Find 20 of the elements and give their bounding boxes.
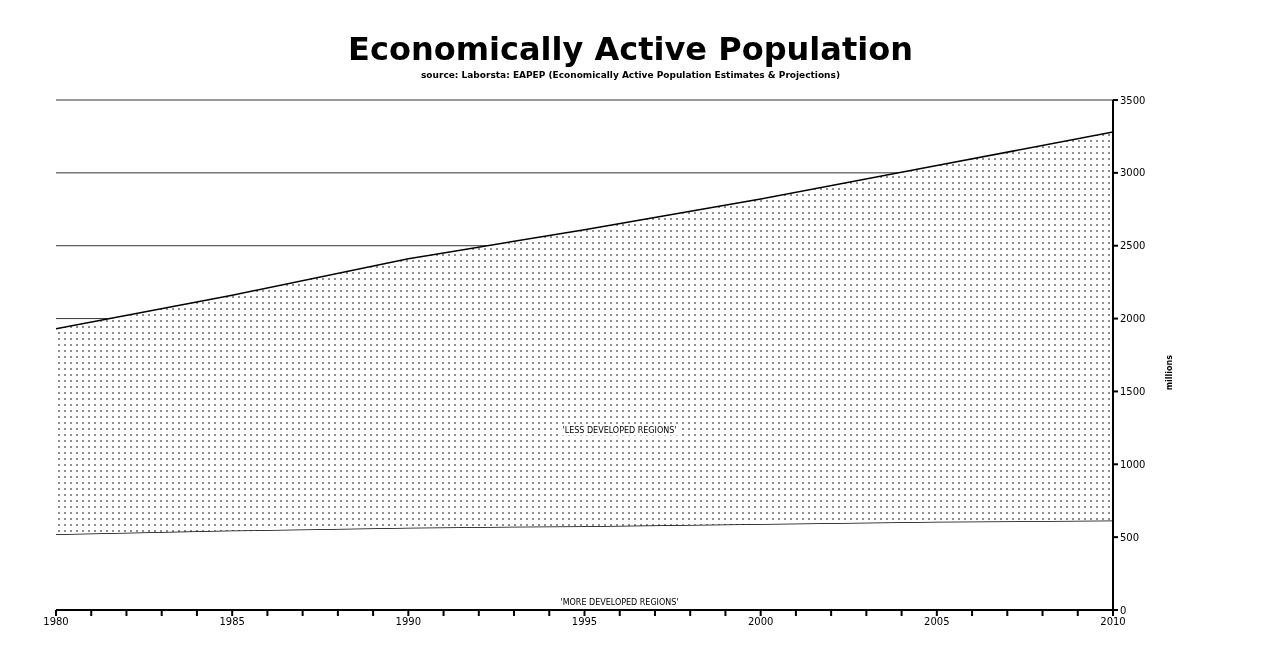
y-tick-label: 1000 (1120, 458, 1146, 470)
y-tick-label: 2000 (1120, 313, 1146, 325)
chart-title: Economically Active Population (347, 30, 914, 68)
y-tick-label: 0 (1120, 604, 1127, 616)
x-tick-label: 2000 (747, 616, 774, 628)
series-label: 'LESS DEVELOPED REGIONS' (560, 424, 679, 436)
x-tick-label: 1995 (571, 616, 598, 628)
y-tick-label: 500 (1120, 531, 1140, 543)
series-label: 'MORE DEVELOPED REGIONS' (558, 596, 681, 608)
y-tick-label: 3000 (1120, 167, 1146, 179)
x-tick-label: 2010 (1100, 616, 1126, 628)
y-tick-label: 3500 (1120, 94, 1146, 106)
x-tick-label: 1990 (395, 616, 422, 628)
y-axis-title: millions (1164, 354, 1174, 391)
x-tick-label: 2005 (924, 616, 950, 628)
chart-subtitle: source: Laborsta: EAPEP (Economically Active Population Estimates & Projections) (420, 70, 841, 80)
y-tick-label: 2500 (1120, 240, 1146, 252)
y-tick-label: 1500 (1120, 385, 1146, 397)
x-tick-label: 1985 (219, 616, 245, 628)
x-tick-label: 1980 (43, 616, 69, 628)
